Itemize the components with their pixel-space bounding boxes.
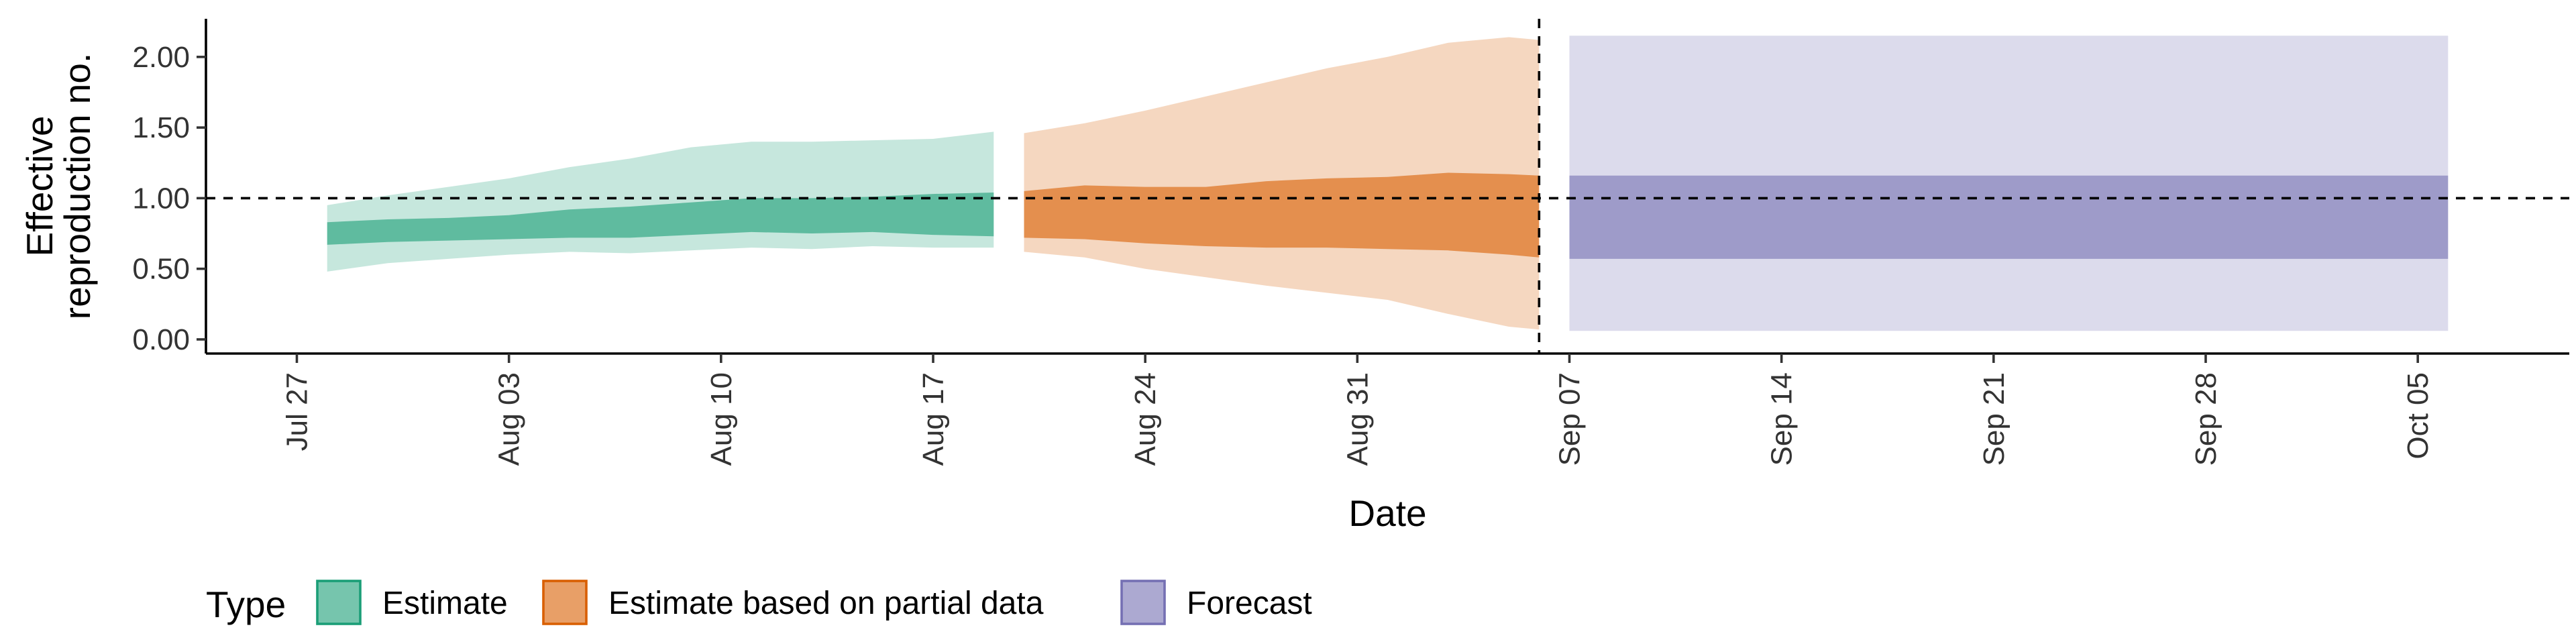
x-tick-label: Sep 28 — [2190, 372, 2222, 466]
x-tick-label: Aug 10 — [705, 372, 738, 466]
legend-label-estimate-based-on-partial-data: Estimate based on partial data — [608, 586, 1044, 621]
x-tick-label: Aug 24 — [1129, 372, 1162, 466]
legend-key-forecast — [1120, 580, 1166, 625]
x-tick-label: Jul 27 — [281, 372, 314, 451]
y-tick-label: 1.50 — [132, 111, 190, 144]
axes: 0.00 0.50 1.00 1.50 2.00 Jul 27 Aug 03 Aug 10 Au… — [19, 19, 2569, 534]
legend: Type Estimate Estimate based on partial da… — [206, 580, 1312, 625]
x-axis-title: Date — [1348, 492, 1426, 534]
y-tick-label: 2.00 — [132, 41, 190, 74]
band-50-forecast — [1569, 175, 2449, 259]
x-tick-label: Aug 03 — [493, 372, 526, 466]
legend-title: Type — [206, 584, 286, 625]
legend-key-estimate — [316, 580, 362, 625]
x-tick-label: Oct 05 — [2402, 372, 2434, 460]
band-50-estimate — [327, 193, 994, 245]
legend-label-forecast: Forecast — [1187, 586, 1312, 621]
y-tick-label: 0.50 — [132, 253, 190, 286]
x-tick-label: Aug 31 — [1341, 372, 1374, 466]
y-axis-title-line: Effective — [19, 116, 60, 257]
x-tick-label: Aug 17 — [917, 372, 950, 466]
y-axis-title-line: reproduction no. — [56, 53, 98, 320]
x-tick-label: Sep 07 — [1554, 372, 1587, 466]
y-tick-label: 1.00 — [132, 182, 190, 215]
x-tick-label: Sep 21 — [1978, 372, 2010, 466]
band-50-estimate-based-on-partial-data — [1024, 172, 1540, 258]
legend-key-estimate-based-on-partial-data — [542, 580, 588, 625]
plot-area — [206, 19, 2569, 354]
y-tick-label: 0.00 — [132, 323, 190, 356]
x-tick-label: Sep 14 — [1766, 372, 1799, 466]
legend-label-estimate: Estimate — [382, 586, 508, 621]
